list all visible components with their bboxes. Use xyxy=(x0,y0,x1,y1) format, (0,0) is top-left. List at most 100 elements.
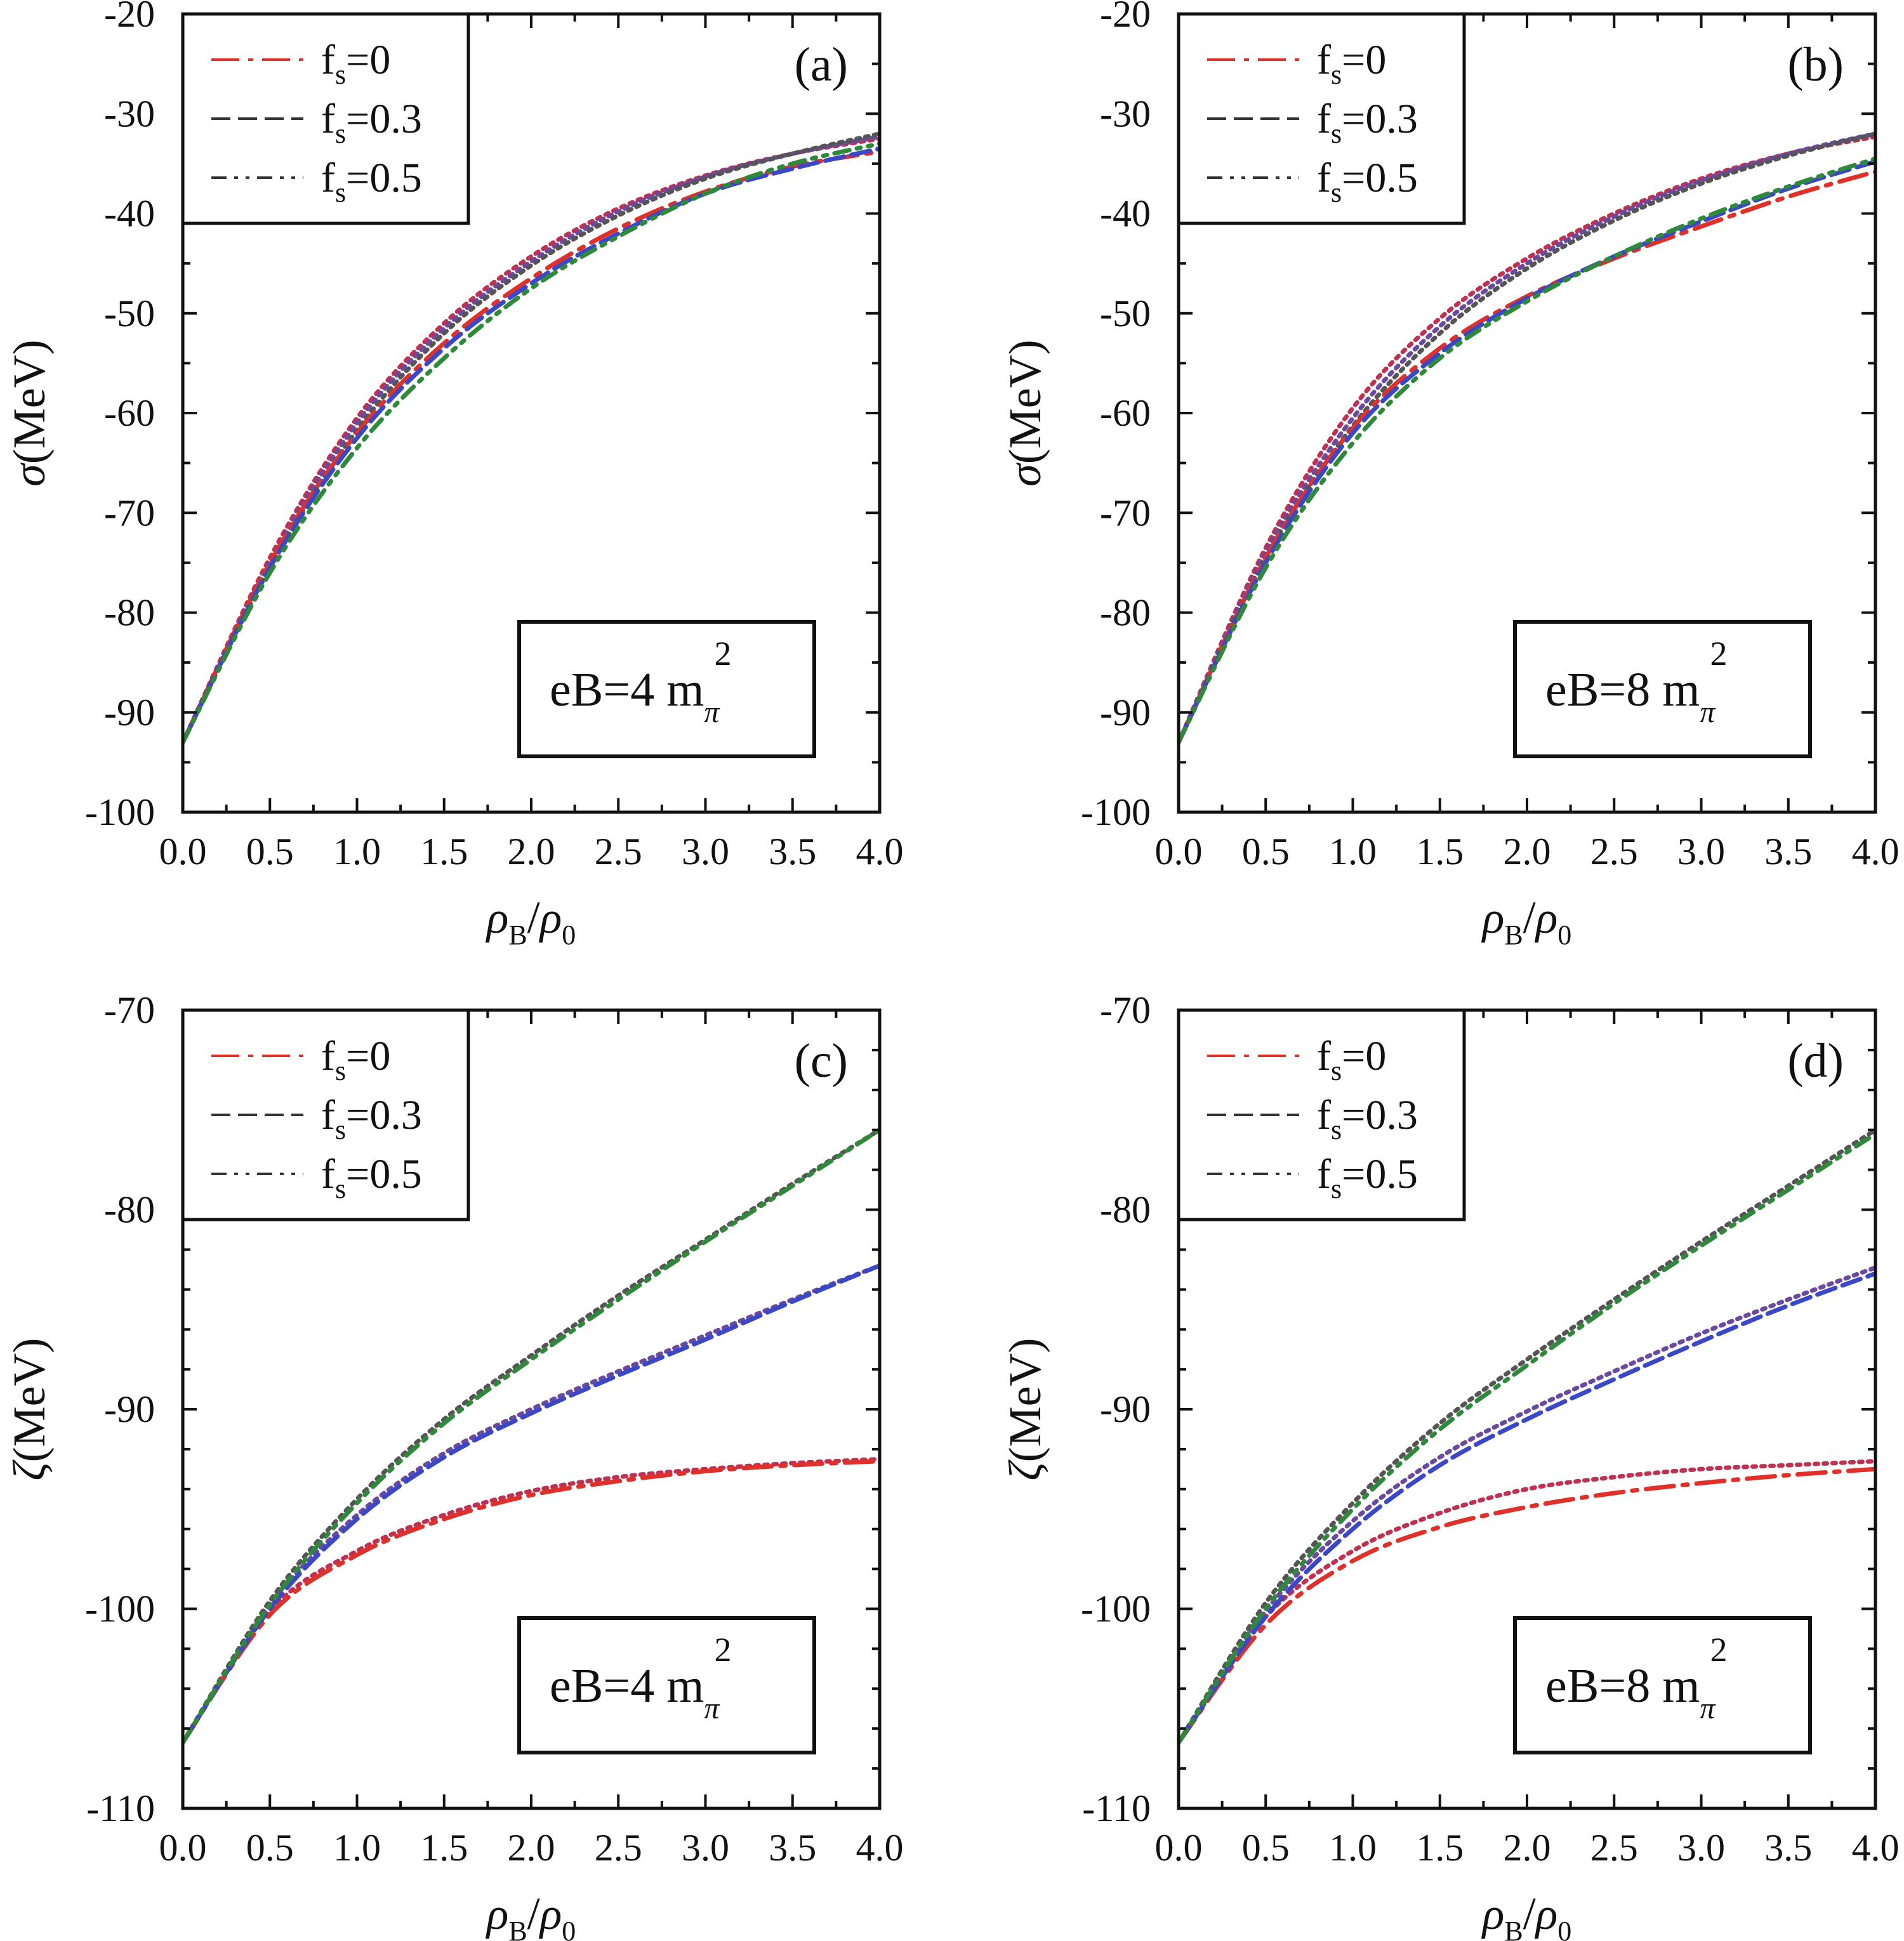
field-box xyxy=(517,1616,816,1754)
x-tick-label: 2.5 xyxy=(595,1827,642,1869)
x-tick-label: 4.0 xyxy=(1852,1827,1900,1869)
legend-value: =0.3 xyxy=(1342,96,1418,142)
y-tick-label: -90 xyxy=(1100,1388,1151,1430)
y-tick-label: -30 xyxy=(1100,93,1151,135)
field-text: eB=8 mπ 2 xyxy=(1545,635,1727,729)
legend-subscript: s xyxy=(1331,59,1342,90)
y-tick-label: -50 xyxy=(104,293,155,334)
x-tick-label: 1.5 xyxy=(1416,1827,1464,1869)
x-label-rho: ρ xyxy=(486,1888,509,1939)
x-label-rho2: ρ xyxy=(1535,1888,1558,1939)
x-label-sub-0: 0 xyxy=(1557,919,1571,951)
y-tick-label: -20 xyxy=(104,0,155,35)
legend-subscript: s xyxy=(1331,1055,1342,1086)
legend-prefix: f xyxy=(321,37,335,83)
x-tick-label: 1.5 xyxy=(420,831,468,872)
legend: fs=0fs=0.3fs=0.5 xyxy=(181,1008,470,1221)
field-sup: 2 xyxy=(714,1631,731,1669)
legend-value: =0 xyxy=(1342,1033,1386,1079)
field-text: eB=8 mπ 2 xyxy=(1545,1631,1727,1725)
legend: fs=0fs=0.3fs=0.5 xyxy=(1177,12,1466,225)
field-main: eB=8 m xyxy=(1545,1659,1700,1713)
panel-label: (b) xyxy=(1787,38,1844,91)
x-tick-label: 2.5 xyxy=(1590,1827,1638,1869)
x-tick-label: 3.5 xyxy=(1764,1827,1812,1869)
legend-subscript: s xyxy=(335,177,346,208)
x-tick-label: 0.5 xyxy=(246,831,294,872)
legend-subscript: s xyxy=(335,1114,346,1145)
x-tick-label: 2.5 xyxy=(595,831,642,872)
field-sub: π xyxy=(704,1692,720,1725)
x-tick-label: 3.5 xyxy=(1764,831,1812,872)
y-tick-label: -80 xyxy=(104,592,155,634)
series-line-4 xyxy=(1179,131,1875,745)
legend-subscript: s xyxy=(335,118,346,149)
legend-value: =0 xyxy=(346,37,390,83)
series-group xyxy=(183,131,880,745)
field-box xyxy=(517,620,816,758)
legend-subscript: s xyxy=(335,59,346,90)
x-tick-label: 2.0 xyxy=(1504,1827,1551,1869)
x-label-slash: / xyxy=(527,1888,540,1939)
x-label-rho2: ρ xyxy=(539,1888,562,1939)
legend-value: =0.3 xyxy=(1342,1092,1418,1138)
field-sup: 2 xyxy=(1710,635,1727,673)
y-label-unit: (MeV) xyxy=(4,339,55,464)
x-tick-label: 0.0 xyxy=(1155,1827,1203,1869)
legend-label-0: fs=0 xyxy=(1317,1033,1386,1086)
series-line-5 xyxy=(183,1128,880,1745)
legend-label-1: fs=0.3 xyxy=(1317,1092,1418,1145)
legend-value: =0 xyxy=(1342,37,1386,83)
y-label-unit: (MeV) xyxy=(1000,1338,1050,1462)
legend-subscript: s xyxy=(1331,118,1342,149)
x-tick-label: 0.5 xyxy=(246,1827,294,1869)
series-group xyxy=(183,1128,880,1745)
x-label-sub-0: 0 xyxy=(562,919,576,951)
y-axis-label: ζ(MeV) xyxy=(4,1338,55,1480)
y-tick-label: -110 xyxy=(86,1787,155,1829)
x-tick-label: 4.0 xyxy=(1852,831,1900,872)
legend-prefix: f xyxy=(1317,1033,1331,1079)
series-line-0 xyxy=(1179,1466,1875,1745)
legend-label-0: fs=0 xyxy=(1317,37,1386,90)
x-label-slash: / xyxy=(527,892,540,943)
legend-prefix: f xyxy=(321,96,335,142)
x-tick-label: 1.0 xyxy=(1329,1827,1377,1869)
x-tick-label: 3.0 xyxy=(1677,1827,1725,1869)
legend-value: =0 xyxy=(346,1033,390,1079)
panel-c: 0.0 0.5 1.0 1.5 2.0 2.5 3.0 3.5 4.0 -110 -100 -90 -8… xyxy=(4,989,904,1941)
y-tick-label: -90 xyxy=(104,692,155,734)
legend-subscript: s xyxy=(1331,1114,1342,1145)
series-line-1 xyxy=(183,146,880,745)
field-annotation: eB=8 mπ 2 xyxy=(1513,620,1812,758)
legend-label-1: fs=0.3 xyxy=(321,96,422,149)
series-line-5 xyxy=(1179,1128,1875,1745)
legend-value: =0.5 xyxy=(346,1151,422,1197)
y-tick-label: -40 xyxy=(1100,193,1151,235)
x-tick-label: 4.0 xyxy=(856,1827,904,1869)
x-tick-label: 0.5 xyxy=(1242,1827,1290,1869)
x-tick-label: 0.0 xyxy=(1155,831,1203,872)
x-label-rho2: ρ xyxy=(539,892,562,943)
legend-label-1: fs=0.3 xyxy=(1317,96,1418,149)
field-annotation: eB=8 mπ 2 xyxy=(1513,1616,1812,1754)
field-text: eB=4 mπ 2 xyxy=(550,1631,731,1725)
y-tick-label: -70 xyxy=(1100,989,1151,1031)
y-tick-label: -100 xyxy=(85,791,155,833)
series-line-2 xyxy=(183,141,880,745)
legend-prefix: f xyxy=(321,155,335,201)
x-tick-label: 0.5 xyxy=(1242,831,1290,872)
x-label-sub-b: B xyxy=(1504,919,1523,951)
x-label-rho2: ρ xyxy=(1535,892,1558,943)
y-label-unit: (MeV) xyxy=(1000,339,1050,464)
y-tick-label: -100 xyxy=(1081,791,1151,833)
y-label-unit: (MeV) xyxy=(4,1338,55,1462)
field-sub: π xyxy=(1700,1692,1716,1725)
y-tick-label: -90 xyxy=(104,1388,155,1430)
y-tick-label: -60 xyxy=(1100,392,1151,434)
x-tick-label: 3.0 xyxy=(682,1827,729,1869)
legend-label-0: fs=0 xyxy=(321,37,390,90)
y-axis-label: σ(MeV) xyxy=(1000,339,1050,486)
field-box xyxy=(1513,620,1812,758)
